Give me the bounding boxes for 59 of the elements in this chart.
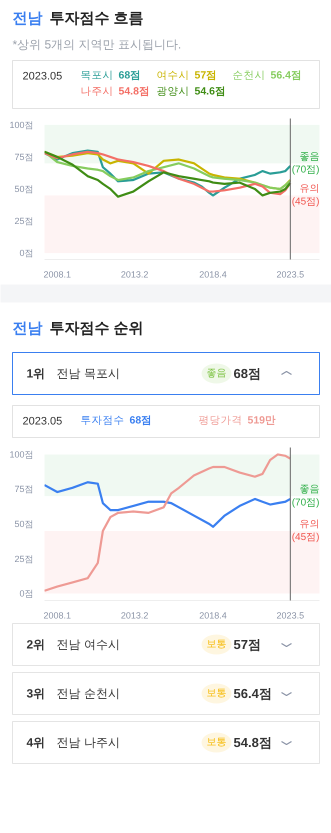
text: 전남 투자점수 순위 (12, 320, 144, 337)
category-label: 전남 목포시 (56, 366, 120, 380)
text: 54.6점 (194, 86, 226, 98)
text: 4위 (26, 736, 46, 750)
text: 3위 (26, 686, 46, 700)
band-label: 좋음 (70점) (292, 151, 320, 176)
y-tick-label: 75점 (14, 484, 34, 494)
text: 56.4점 (234, 686, 272, 701)
text: 투자점수 (80, 414, 124, 426)
x-tick-label: 2018.4 (199, 270, 227, 280)
y-tick-label: 25점 (14, 216, 34, 226)
text: 68점 (130, 414, 152, 426)
x-tick-label: 2008.1 (43, 610, 72, 620)
y-tick-label: 100점 (9, 120, 34, 130)
text: 광양시 (156, 86, 190, 98)
band-label: 유의 (45점) (292, 183, 320, 208)
x-tick-label: 2008.1 (43, 270, 72, 280)
text: 보통 (206, 737, 226, 748)
text: 좋음 (206, 368, 226, 379)
text: 54.8점 (118, 86, 150, 98)
text: 2023.05 (22, 70, 62, 82)
text: 68점 (234, 366, 261, 381)
text: 나주시 (80, 86, 114, 98)
text: 보통 (206, 688, 226, 699)
x-tick-label: 2023.5 (276, 610, 304, 620)
y-tick-label: 50점 (14, 519, 34, 529)
text: 순천시 (232, 70, 266, 82)
text: 57점 (194, 70, 218, 82)
text: 54.8점 (234, 735, 272, 750)
text: 보통 (206, 639, 226, 650)
category-label: 전남 순천시 (56, 686, 120, 700)
line-series (44, 453, 292, 592)
y-tick-label: 25점 (14, 554, 34, 564)
y-tick-label: 0점 (19, 588, 34, 599)
y-tick-label: 100점 (9, 449, 34, 460)
x-tick-label: 2013.2 (120, 270, 148, 280)
line-series (44, 481, 292, 528)
text: 57점 (234, 637, 261, 652)
chart-title: 전남 투자점수 흐름 (12, 10, 144, 27)
text: 목포시 (80, 70, 114, 82)
category-label: 전남 나주시 (56, 736, 120, 750)
band-label: 유의 (45점) (292, 518, 320, 544)
text: 56.4점 (270, 70, 302, 82)
y-tick-label: 0점 (19, 248, 34, 258)
text: 1위 (26, 366, 46, 380)
text: 2023.05 (22, 416, 62, 428)
text: 2위 (26, 638, 46, 652)
x-tick-label: 2023.5 (276, 270, 304, 280)
x-tick-label: 2018.4 (199, 610, 227, 620)
chart-subtitle: *상위 5개의 지역만 표시됩니다. (12, 38, 182, 52)
y-tick-label: 75점 (14, 152, 34, 162)
text: 여수시 (156, 70, 190, 82)
category-label: 전남 여수시 (56, 638, 120, 652)
x-tick-label: 2013.2 (120, 610, 148, 620)
text: 519만 (248, 414, 276, 426)
band-label: 좋음 (70점) (292, 484, 320, 508)
y-tick-label: 50점 (14, 184, 34, 194)
text: 평당가격 (198, 414, 242, 426)
text: 68점 (118, 70, 142, 82)
